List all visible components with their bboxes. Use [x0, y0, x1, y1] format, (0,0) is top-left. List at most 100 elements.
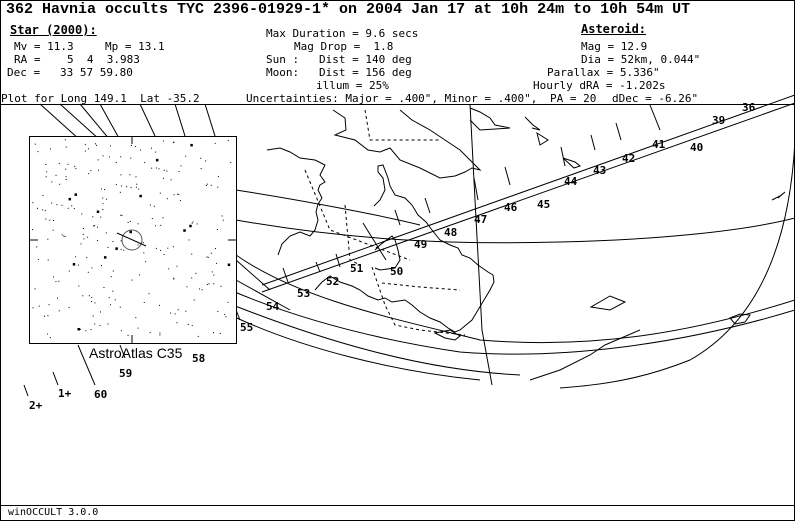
minute-label: 59: [119, 367, 132, 380]
star-dot: [178, 171, 180, 173]
star-dot: [143, 252, 145, 254]
star-dot: [127, 334, 129, 336]
star-dot: [80, 328, 82, 330]
star-dot: [217, 186, 219, 188]
coastlines: [266, 107, 786, 381]
star-dot: [210, 252, 212, 254]
star-dot: [177, 309, 179, 311]
star-dot: [212, 332, 214, 334]
star-dot: [92, 216, 94, 218]
star-ra: RA = 5 4 3.983: [14, 53, 140, 66]
star-dot: [82, 295, 84, 297]
star-dot: [191, 253, 193, 255]
star-dot: [224, 313, 226, 315]
minute-label: 48: [444, 226, 457, 239]
star-dot: [166, 198, 168, 200]
star-dot: [185, 155, 187, 157]
star-dot: [112, 290, 114, 292]
star-dot: [126, 186, 128, 188]
star-dot: [47, 333, 49, 335]
star-dot: [106, 198, 108, 200]
star-dot: [227, 301, 229, 303]
star-dot: [160, 224, 162, 226]
star-dot: [87, 236, 89, 238]
star-dot: [72, 263, 76, 266]
star-dot: [82, 228, 84, 230]
star-dot: [131, 279, 133, 281]
star-dot: [110, 145, 112, 147]
star-dot: [191, 325, 193, 327]
star-dot: [220, 285, 222, 287]
star-dot: [73, 208, 75, 210]
star-dot: [136, 183, 138, 185]
star-chart-label: AstroAtlas C35: [89, 345, 183, 361]
star-dot: [129, 220, 131, 222]
star-dot: [172, 141, 174, 143]
star-dot: [176, 265, 178, 267]
star-dot: [102, 197, 104, 199]
star-dot: [140, 149, 142, 151]
star-dot: [77, 264, 79, 266]
star-dot: [199, 288, 201, 290]
star-dot: [173, 194, 175, 196]
star-dot: [170, 179, 172, 181]
star-dot: [230, 161, 232, 163]
star-dot: [87, 271, 89, 273]
star-dot: [137, 223, 139, 225]
star-dot: [178, 194, 180, 196]
star-dot: [42, 194, 44, 196]
star-dot: [200, 157, 202, 159]
star-dot: [34, 288, 36, 290]
star-dot: [189, 224, 192, 228]
star-dot: [216, 262, 218, 264]
star-dot: [155, 151, 157, 153]
star-dot: [170, 312, 172, 314]
star-dot: [65, 176, 67, 178]
star-dot: [190, 143, 193, 147]
star-dot: [74, 193, 78, 196]
star-dot: [174, 313, 176, 315]
star-dot: [107, 246, 109, 248]
star-dot: [97, 159, 99, 161]
star-dot: [52, 229, 54, 231]
star-dot: [64, 235, 66, 237]
star-dot: [129, 174, 131, 176]
max-duration: Max Duration = 9.6 secs: [266, 27, 419, 40]
star-dot: [120, 330, 122, 332]
star-dot: [214, 142, 216, 144]
star-dot: [211, 271, 213, 273]
plot-location: Plot for Long 149.1 Lat -35.2: [1, 92, 200, 105]
asteroid-diameter: Dia = 52km, 0.044": [581, 53, 701, 66]
ddec: dDec = -6.26": [612, 92, 699, 105]
star-dot: [58, 310, 60, 312]
star-dot: [107, 323, 109, 325]
star-dot: [68, 306, 70, 308]
star-dot: [143, 301, 145, 303]
star-dot: [159, 304, 161, 306]
star-dot: [102, 209, 104, 211]
star-dot: [163, 169, 165, 171]
moon-illumination: illum = 25%: [316, 79, 389, 92]
star-dot: [90, 170, 92, 172]
minute-label: 49: [414, 238, 427, 251]
path-lines: [39, 94, 795, 389]
star-dot: [98, 169, 100, 171]
star-dot: [67, 207, 69, 209]
star-dot: [120, 156, 122, 158]
star-dot: [77, 327, 80, 331]
star-dot: [38, 305, 40, 307]
star-dot: [179, 200, 181, 202]
star-dot: [135, 176, 137, 178]
star-dot: [177, 193, 179, 195]
star-dot: [186, 286, 188, 288]
star-dot: [96, 226, 98, 228]
star-dot: [87, 148, 89, 150]
star-dot: [222, 219, 224, 221]
star-dot: [155, 167, 157, 169]
star-dot: [102, 155, 104, 157]
path-direction-line: [116, 232, 147, 247]
asteroid-hourly-dra: Hourly dRA = -1.202s: [533, 79, 666, 92]
star-dot: [139, 274, 141, 276]
minute-label: 42: [622, 152, 635, 165]
